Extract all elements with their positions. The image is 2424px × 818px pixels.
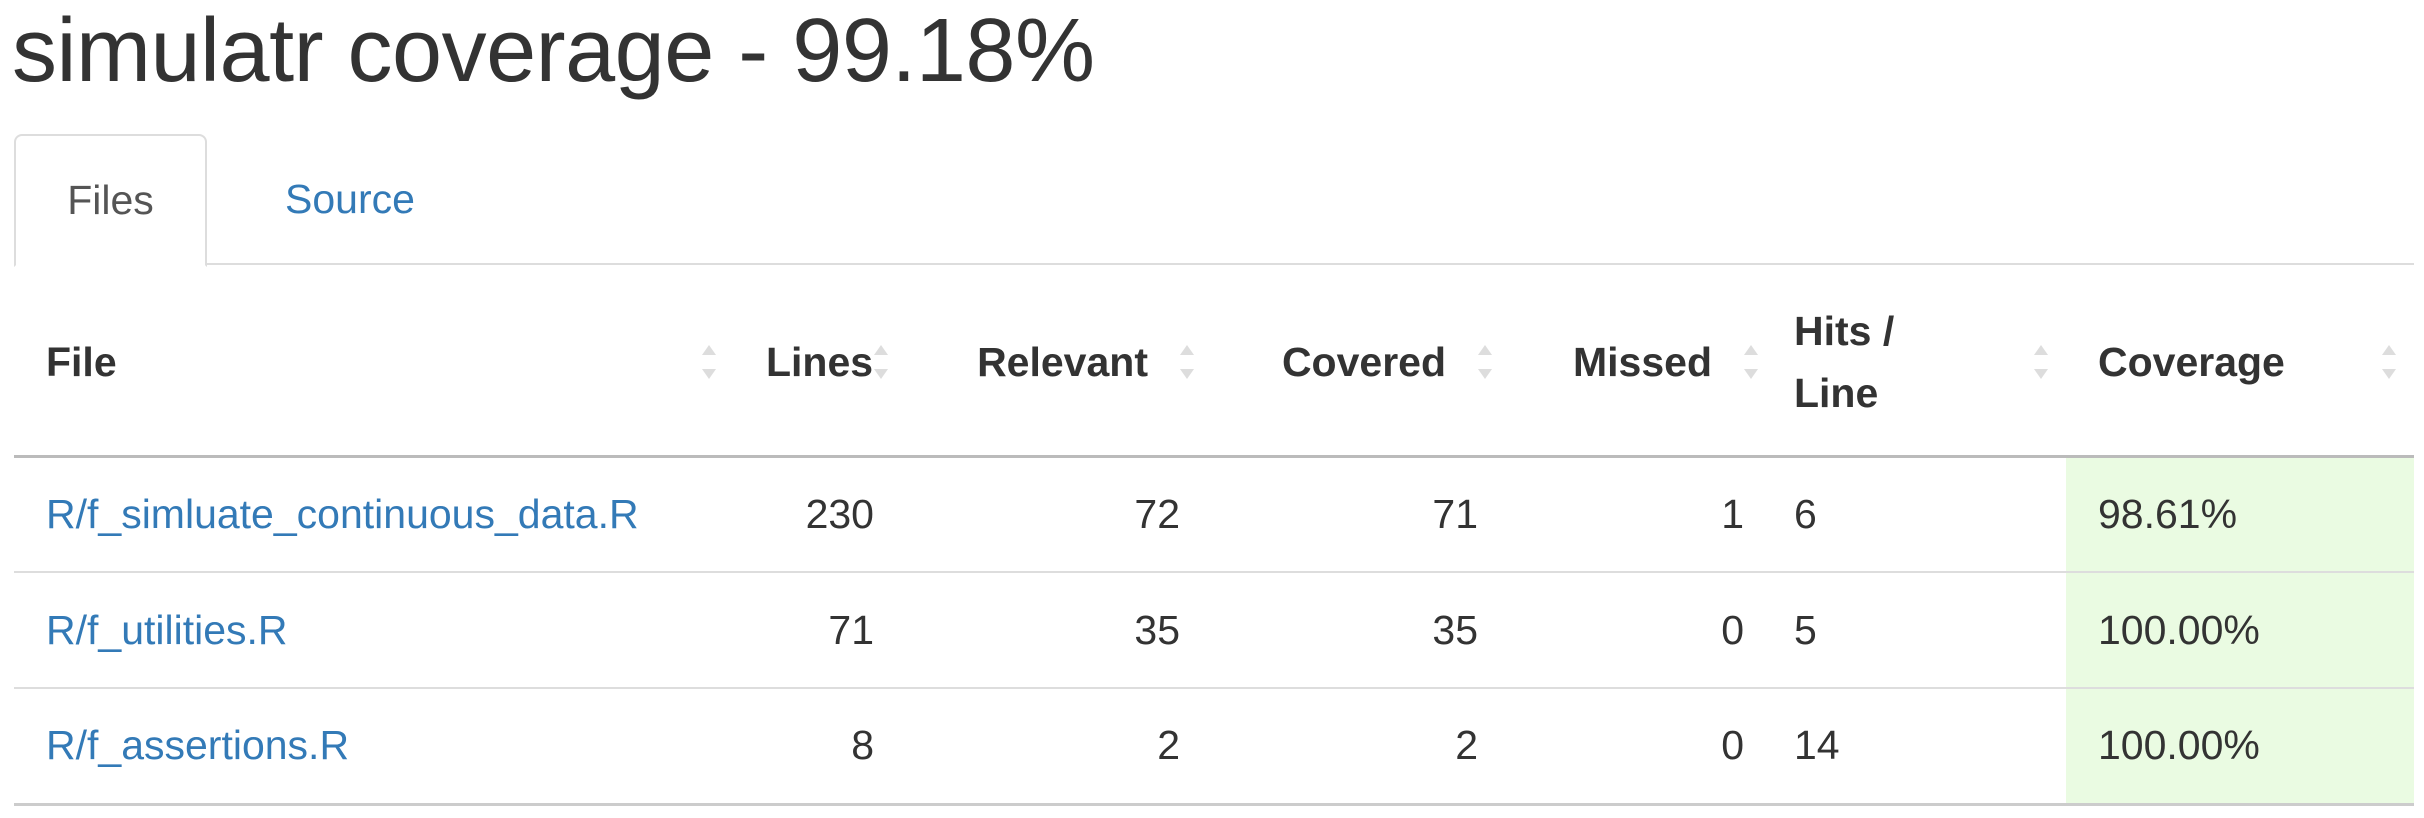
table-row: R/f_utilities.R 71 35 35 0 5 100.00% — [14, 572, 2414, 689]
header-file[interactable]: File — [14, 270, 734, 458]
file-cell: R/f_utilities.R — [14, 572, 734, 689]
missed-cell: 1 — [1510, 456, 1776, 573]
table-header-row: File Lines Relevant Covered Missed — [14, 270, 2414, 458]
tab-source-label: Source — [285, 176, 415, 222]
header-relevant[interactable]: Relevant — [906, 270, 1212, 458]
tab-source[interactable]: Source — [210, 134, 490, 265]
coverage-cell: 100.00% — [2066, 688, 2414, 806]
hits-line-cell: 5 — [1776, 572, 2066, 689]
relevant-cell: 72 — [906, 456, 1212, 573]
header-coverage-label: Coverage — [2098, 339, 2285, 386]
missed-cell: 0 — [1510, 688, 1776, 806]
sort-icon — [2034, 343, 2048, 381]
covered-cell: 2 — [1212, 688, 1510, 806]
sort-icon — [874, 343, 888, 381]
page-title: simulatr coverage - 99.18% — [12, 1, 1095, 101]
relevant-cell: 2 — [906, 688, 1212, 806]
sort-icon — [1744, 343, 1758, 381]
sort-icon — [1478, 343, 1492, 381]
table-row: R/f_assertions.R 8 2 2 0 14 100.00% — [14, 688, 2414, 806]
header-covered[interactable]: Covered — [1212, 270, 1510, 458]
sort-icon — [702, 343, 716, 381]
sort-icon — [1180, 343, 1194, 381]
lines-cell: 8 — [734, 688, 906, 806]
header-file-label: File — [46, 339, 117, 386]
covered-cell: 35 — [1212, 572, 1510, 689]
tab-files-label: Files — [67, 177, 154, 223]
table-row: R/f_simluate_continuous_data.R 230 72 71… — [14, 456, 2414, 573]
tab-divider — [14, 263, 2414, 265]
missed-cell: 0 — [1510, 572, 1776, 689]
tab-files[interactable]: Files — [14, 134, 207, 267]
file-link[interactable]: R/f_simluate_continuous_data.R — [46, 490, 639, 537]
header-relevant-label: Relevant — [977, 339, 1148, 386]
tab-bar: Files Source — [14, 134, 2414, 267]
hits-line-cell: 6 — [1776, 456, 2066, 573]
header-covered-label: Covered — [1281, 339, 1446, 386]
coverage-cell: 98.61% — [2066, 456, 2414, 573]
file-link[interactable]: R/f_assertions.R — [46, 722, 350, 769]
file-cell: R/f_assertions.R — [14, 688, 734, 806]
coverage-table: File Lines Relevant Covered Missed — [14, 270, 2414, 806]
sort-icon — [2382, 343, 2396, 381]
hits-line-cell: 14 — [1776, 688, 2066, 806]
header-missed-label: Missed — [1573, 339, 1712, 386]
header-lines-label: Lines — [766, 339, 874, 386]
file-link[interactable]: R/f_utilities.R — [46, 606, 288, 653]
header-hits-line[interactable]: Hits / Line — [1776, 270, 2066, 458]
header-lines[interactable]: Lines — [734, 270, 906, 458]
lines-cell: 71 — [734, 572, 906, 689]
header-hits-line-label: Hits / Line — [1794, 308, 1895, 417]
file-cell: R/f_simluate_continuous_data.R — [14, 456, 734, 573]
covered-cell: 71 — [1212, 456, 1510, 573]
coverage-cell: 100.00% — [2066, 572, 2414, 689]
header-missed[interactable]: Missed — [1510, 270, 1776, 458]
lines-cell: 230 — [734, 456, 906, 573]
relevant-cell: 35 — [906, 572, 1212, 689]
header-coverage[interactable]: Coverage — [2066, 270, 2414, 458]
